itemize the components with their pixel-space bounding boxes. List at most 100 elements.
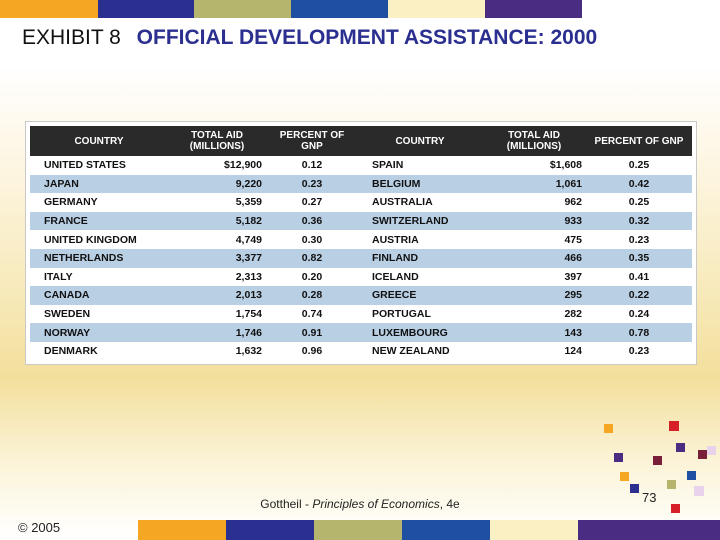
copyright-text: © 2005: [18, 520, 61, 535]
cell-country: JAPAN: [44, 177, 79, 190]
aid-table-frame: COUNTRY TOTAL AID (MILLIONS) PERCENT OF …: [25, 121, 697, 365]
title-main: OFFICIAL DEVELOPMENT ASSISTANCE: 2000: [136, 26, 598, 49]
cell-total-aid-2: 397: [564, 270, 582, 283]
cell-percent-gnp: 0.12: [301, 159, 323, 172]
bottom-bar-olive: [314, 520, 402, 540]
cell-percent-gnp-2: 0.42: [628, 177, 650, 190]
cell-total-aid: $12,900: [224, 159, 262, 172]
cell-country-2: LUXEMBOURG: [372, 326, 448, 339]
deco-square: [676, 443, 685, 452]
cell-percent-gnp-2: 0.23: [628, 345, 650, 358]
table-row: FRANCE 5,182 0.36 SWITZERLAND 933 0.32: [30, 211, 692, 231]
cell-total-aid: 2,013: [235, 289, 262, 302]
cell-country: ITALY: [44, 270, 73, 283]
cell-percent-gnp-2: 0.32: [628, 215, 650, 228]
cell-total-aid: 2,313: [235, 270, 262, 283]
cell-percent-gnp-2: 0.24: [628, 308, 650, 321]
deco-square: [630, 484, 639, 493]
cell-percent-gnp: 0.91: [301, 326, 323, 339]
cell-percent-gnp: 0.96: [301, 345, 323, 358]
header-total-aid: TOTAL AID (MILLIONS): [189, 130, 245, 152]
table-body: UNITED STATES $12,900 0.12 SPAIN $1,608 0.25 J…: [30, 156, 692, 361]
header-total-aid-2: TOTAL AID (MILLIONS): [506, 130, 562, 152]
header-country: COUNTRY: [74, 135, 124, 147]
slide-title: EXHIBIT 8 OFFICIAL DEVELOPMENT ASSISTANC…: [22, 26, 597, 50]
table-row: NETHERLANDS 3,377 0.82 FINLAND 466 0.35: [30, 248, 692, 268]
bottom-bar-purple: [578, 520, 720, 540]
cell-country: NORWAY: [44, 326, 91, 339]
cell-country: FRANCE: [44, 215, 88, 228]
cell-total-aid-2: $1,608: [549, 159, 582, 172]
deco-square: [669, 421, 679, 431]
cell-total-aid: 5,182: [235, 215, 262, 228]
deco-square: [687, 471, 696, 480]
cell-country-2: AUSTRALIA: [372, 196, 433, 209]
cell-country-2: SWITZERLAND: [372, 215, 449, 228]
cell-country: UNITED KINGDOM: [44, 233, 137, 246]
table-row: DENMARK 1,632 0.96 NEW ZEALAND 124 0.23: [30, 341, 692, 361]
table-header-row: COUNTRY TOTAL AID (MILLIONS) PERCENT OF …: [30, 126, 692, 156]
aid-table-container: COUNTRY TOTAL AID (MILLIONS) PERCENT OF …: [30, 126, 692, 361]
cell-country: UNITED STATES: [44, 159, 126, 172]
cell-country-2: ICELAND: [372, 270, 419, 283]
table-row: JAPAN 9,220 0.23 BELGIUM 1,061 0.42: [30, 174, 692, 194]
bottom-bar-blue: [402, 520, 490, 540]
citation-author: Gottheil -: [260, 497, 313, 511]
table-row: UNITED KINGDOM 4,749 0.30 AUSTRIA 475 0.23: [30, 230, 692, 249]
cell-total-aid-2: 933: [564, 215, 582, 228]
cell-country-2: GREECE: [372, 289, 417, 302]
table-row: ITALY 2,313 0.20 ICELAND 397 0.41: [30, 267, 692, 287]
cell-country: SWEDEN: [44, 308, 91, 321]
cell-percent-gnp: 0.30: [301, 233, 323, 246]
cell-total-aid: 4,749: [235, 233, 262, 246]
top-bar-cream: [388, 0, 485, 18]
cell-percent-gnp: 0.36: [301, 215, 323, 228]
cell-percent-gnp-2: 0.22: [628, 289, 650, 302]
cell-total-aid: 1,746: [235, 326, 262, 339]
cell-percent-gnp-2: 0.25: [628, 196, 650, 209]
cell-total-aid-2: 466: [564, 252, 582, 265]
cell-total-aid: 1,632: [235, 345, 262, 358]
top-bar-orange: [0, 0, 98, 18]
cell-country-2: PORTUGAL: [372, 308, 431, 321]
cell-total-aid-2: 282: [564, 308, 582, 321]
table-row: CANADA 2,013 0.28 GREECE 295 0.22: [30, 286, 692, 305]
cell-total-aid-2: 475: [564, 233, 582, 246]
deco-square: [667, 480, 676, 489]
cell-percent-gnp-2: 0.23: [628, 233, 650, 246]
table-row: UNITED STATES $12,900 0.12 SPAIN $1,608 0.25: [30, 156, 692, 175]
header-country-2: COUNTRY: [395, 135, 445, 147]
table-row: GERMANY 5,359 0.27 AUSTRALIA 962 0.25: [30, 193, 692, 212]
deco-square: [698, 450, 707, 459]
cell-percent-gnp-2: 0.25: [628, 159, 650, 172]
cell-percent-gnp-2: 0.35: [628, 252, 650, 265]
cell-percent-gnp-2: 0.78: [628, 326, 650, 339]
cell-total-aid: 5,359: [235, 196, 262, 209]
cell-country: NETHERLANDS: [44, 252, 124, 265]
cell-total-aid: 9,220: [235, 177, 262, 190]
cell-total-aid: 3,377: [235, 252, 262, 265]
top-bar-blue: [291, 0, 388, 18]
cell-country: GERMANY: [44, 196, 98, 209]
deco-square: [614, 453, 623, 462]
header-percent-gnp-2: PERCENT OF GNP: [594, 135, 684, 147]
cell-total-aid-2: 124: [564, 345, 582, 358]
table-row: SWEDEN 1,754 0.74 PORTUGAL 282 0.24: [30, 304, 692, 324]
header-percent-gnp: PERCENT OF GNP: [279, 130, 345, 152]
cell-country-2: BELGIUM: [372, 177, 421, 190]
bottom-bar-orange: [138, 520, 226, 540]
cell-country: DENMARK: [44, 345, 98, 358]
bottom-bar-navy: [226, 520, 314, 540]
title-lead: EXHIBIT 8: [22, 26, 121, 49]
citation: Gottheil - Principles of Economics, 4e: [225, 496, 495, 512]
bottom-bar-cream: [490, 520, 578, 540]
citation-book: Principles of Economics: [312, 497, 440, 511]
page-number: 73: [642, 490, 657, 505]
cell-country-2: FINLAND: [372, 252, 419, 265]
cell-country-2: AUSTRIA: [372, 233, 419, 246]
top-bar-navy: [98, 0, 194, 18]
top-color-bar: [0, 0, 720, 18]
cell-total-aid-2: 143: [564, 326, 582, 339]
top-bar-olive: [194, 0, 291, 18]
deco-square: [671, 504, 680, 513]
